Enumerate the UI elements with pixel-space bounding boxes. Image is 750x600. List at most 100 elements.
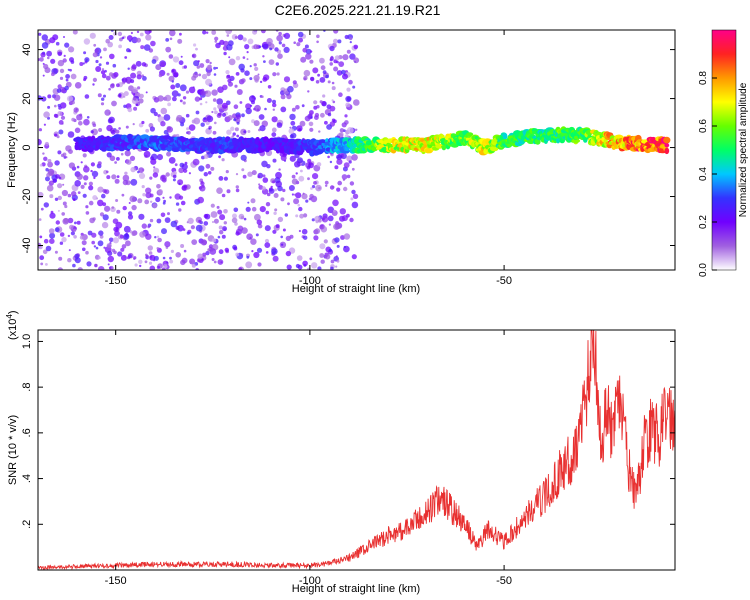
- noise-blob: [197, 196, 204, 204]
- noise-blob: [316, 34, 320, 39]
- noise-blob: [218, 176, 224, 181]
- noise-blob: [346, 174, 351, 179]
- noise-blob: [257, 262, 262, 267]
- noise-blob: [284, 213, 288, 217]
- noise-blob: [108, 72, 114, 77]
- noise-blob: [157, 189, 163, 195]
- noise-blob: [342, 73, 348, 80]
- noise-blob: [178, 208, 182, 212]
- noise-blob: [319, 100, 323, 104]
- noise-blob: [150, 40, 156, 47]
- noise-blob: [153, 111, 158, 117]
- noise-blob: [313, 100, 318, 105]
- noise-blob: [341, 122, 347, 128]
- noise-blob: [106, 152, 112, 158]
- noise-blob: [173, 171, 177, 175]
- noise-blob: [54, 250, 58, 254]
- snr-panel: -150 -100 -50 .2 .4 .6 .8 1.0 Height of straig…: [5, 310, 676, 595]
- noise-blob: [91, 128, 98, 136]
- snr-frame: [37, 329, 676, 571]
- noise-blob: [164, 94, 172, 102]
- noise-blob: [56, 135, 60, 139]
- noise-blob: [238, 267, 243, 270]
- noise-blob: [200, 90, 206, 96]
- y-tick-label: 20: [21, 92, 33, 104]
- noise-blob: [204, 233, 208, 237]
- noise-blob: [126, 159, 132, 165]
- noise-blob: [68, 46, 75, 53]
- noise-blob: [254, 66, 259, 71]
- noise-blob: [45, 263, 48, 266]
- noise-blob: [281, 43, 286, 48]
- noise-blob: [154, 236, 157, 239]
- noise-blob: [100, 102, 105, 106]
- noise-blob: [305, 53, 312, 60]
- noise-blob: [327, 112, 332, 117]
- noise-blob: [239, 101, 243, 104]
- noise-blob: [41, 34, 48, 41]
- noise-blob: [179, 84, 187, 92]
- noise-blob: [216, 205, 220, 209]
- noise-blob: [253, 63, 257, 67]
- colorbar-tick-label: 0.4: [698, 167, 709, 181]
- noise-blob: [116, 83, 120, 88]
- noise-blob: [152, 203, 158, 209]
- noise-blob: [122, 174, 130, 182]
- noise-blob: [322, 217, 325, 221]
- noise-blob: [175, 83, 181, 88]
- noise-blob: [318, 219, 322, 223]
- noise-blob: [58, 106, 62, 110]
- noise-blob: [228, 58, 236, 66]
- noise-blob: [113, 226, 119, 232]
- noise-blob: [82, 153, 87, 158]
- noise-blob: [320, 65, 326, 71]
- noise-blob: [110, 129, 116, 135]
- noise-blob: [150, 200, 153, 203]
- spectrogram-x-ticks: -150 -100 -50: [105, 30, 512, 287]
- noise-blob: [156, 218, 162, 224]
- noise-blob: [223, 221, 227, 225]
- noise-blob: [168, 157, 176, 164]
- ridge-blob: [300, 148, 305, 153]
- noise-blob: [234, 127, 239, 132]
- noise-blob: [164, 265, 168, 269]
- noise-blob: [153, 167, 160, 174]
- noise-blob: [129, 155, 136, 161]
- noise-blob: [85, 211, 90, 215]
- noise-blob: [240, 154, 247, 161]
- noise-blob: [117, 251, 123, 257]
- noise-blob: [258, 45, 262, 49]
- noise-blob: [44, 141, 50, 147]
- spectrogram-panel: -150 -100 -50 -40 -20 0 20 40 Height of straig…: [6, 29, 676, 295]
- noise-blob: [122, 179, 129, 186]
- noise-blob: [218, 225, 223, 230]
- noise-blob: [256, 247, 263, 253]
- noise-blob: [223, 209, 228, 214]
- noise-blob: [287, 85, 294, 93]
- noise-blob: [336, 244, 340, 248]
- noise-blob: [264, 238, 270, 244]
- noise-blob: [235, 72, 240, 76]
- noise-blob: [265, 202, 271, 207]
- noise-blob: [116, 157, 120, 161]
- noise-blob: [64, 85, 69, 91]
- noise-blob: [276, 122, 283, 128]
- noise-blob: [205, 59, 210, 64]
- noise-blob: [235, 185, 239, 189]
- noise-blob: [280, 155, 287, 161]
- noise-blob: [272, 229, 277, 234]
- noise-blob: [49, 37, 56, 44]
- noise-blob: [186, 231, 190, 235]
- noise-blob: [137, 170, 140, 174]
- noise-blob: [149, 193, 154, 198]
- noise-blob: [132, 123, 135, 126]
- noise-blob: [41, 96, 47, 102]
- noise-blob: [324, 120, 328, 125]
- noise-blob: [97, 240, 104, 247]
- noise-blob: [201, 73, 208, 80]
- noise-blob: [161, 177, 167, 183]
- noise-blob: [316, 40, 319, 44]
- noise-blob: [68, 249, 71, 252]
- noise-blob: [278, 168, 281, 171]
- noise-blob: [59, 232, 65, 237]
